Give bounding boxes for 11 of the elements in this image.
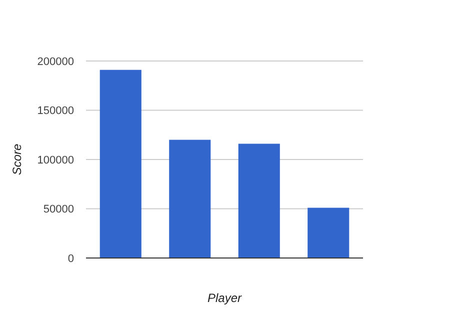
x-axis-title: Player — [207, 291, 243, 305]
bar — [169, 140, 211, 258]
bar — [238, 144, 280, 258]
y-tick-label: 150000 — [37, 105, 74, 118]
y-tick-label: 200000 — [37, 56, 74, 68]
bar — [100, 70, 142, 258]
y-tick-label: 50000 — [43, 204, 74, 216]
y-axis-title: Score — [10, 144, 24, 176]
y-tick-label: 100000 — [37, 154, 74, 166]
y-tick-label: 0 — [68, 252, 74, 265]
bar — [308, 208, 350, 258]
